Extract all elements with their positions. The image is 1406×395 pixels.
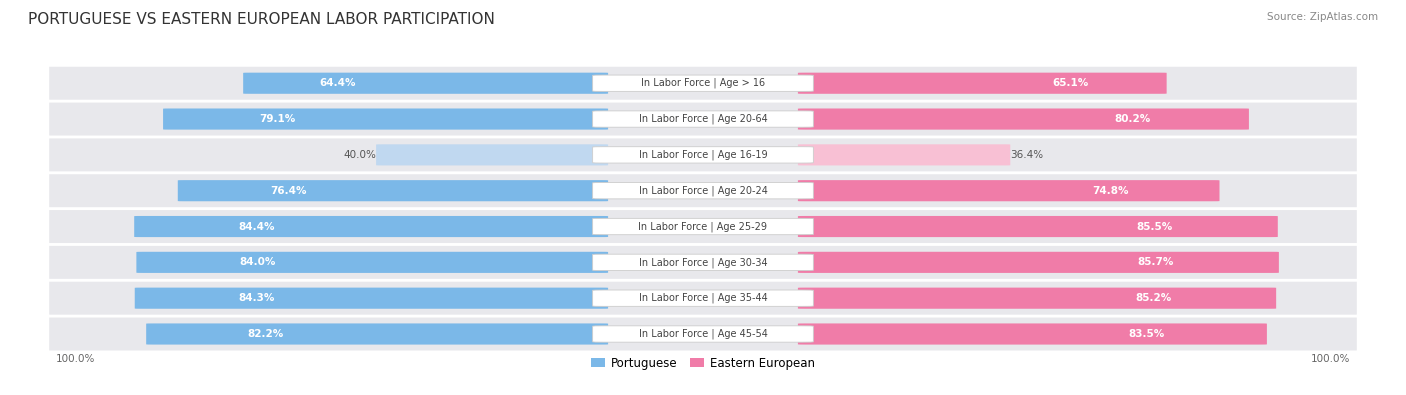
Text: 100.0%: 100.0% [56, 354, 96, 364]
FancyBboxPatch shape [49, 318, 1357, 350]
FancyBboxPatch shape [49, 210, 1357, 243]
Text: PORTUGUESE VS EASTERN EUROPEAN LABOR PARTICIPATION: PORTUGUESE VS EASTERN EUROPEAN LABOR PAR… [28, 12, 495, 27]
FancyBboxPatch shape [49, 174, 1357, 207]
FancyBboxPatch shape [592, 75, 813, 91]
Text: In Labor Force | Age 30-34: In Labor Force | Age 30-34 [638, 257, 768, 267]
Text: 40.0%: 40.0% [343, 150, 375, 160]
FancyBboxPatch shape [49, 67, 1357, 100]
FancyBboxPatch shape [375, 144, 609, 166]
Text: 36.4%: 36.4% [1011, 150, 1043, 160]
FancyBboxPatch shape [135, 288, 607, 309]
FancyBboxPatch shape [134, 216, 607, 237]
FancyBboxPatch shape [136, 252, 607, 273]
FancyBboxPatch shape [797, 216, 1278, 237]
Text: 74.8%: 74.8% [1092, 186, 1129, 196]
FancyBboxPatch shape [592, 182, 813, 199]
Text: In Labor Force | Age > 16: In Labor Force | Age > 16 [641, 78, 765, 88]
FancyBboxPatch shape [49, 282, 1357, 315]
FancyBboxPatch shape [592, 290, 813, 307]
FancyBboxPatch shape [797, 180, 1219, 201]
FancyBboxPatch shape [177, 180, 607, 201]
FancyBboxPatch shape [49, 246, 1357, 279]
FancyBboxPatch shape [243, 73, 607, 94]
Text: 84.4%: 84.4% [238, 222, 274, 231]
Text: 100.0%: 100.0% [1310, 354, 1350, 364]
Text: 85.5%: 85.5% [1136, 222, 1173, 231]
FancyBboxPatch shape [797, 144, 1011, 166]
Text: 76.4%: 76.4% [270, 186, 307, 196]
Text: In Labor Force | Age 25-29: In Labor Force | Age 25-29 [638, 221, 768, 232]
Text: 65.1%: 65.1% [1053, 78, 1090, 88]
Text: 64.4%: 64.4% [319, 78, 356, 88]
Text: In Labor Force | Age 20-64: In Labor Force | Age 20-64 [638, 114, 768, 124]
Legend: Portuguese, Eastern European: Portuguese, Eastern European [586, 352, 820, 374]
Text: 83.5%: 83.5% [1128, 329, 1164, 339]
Text: 85.7%: 85.7% [1137, 258, 1174, 267]
FancyBboxPatch shape [592, 111, 813, 127]
FancyBboxPatch shape [592, 218, 813, 235]
Text: In Labor Force | Age 35-44: In Labor Force | Age 35-44 [638, 293, 768, 303]
Text: 82.2%: 82.2% [247, 329, 283, 339]
Text: 80.2%: 80.2% [1115, 114, 1150, 124]
Text: In Labor Force | Age 16-19: In Labor Force | Age 16-19 [638, 150, 768, 160]
FancyBboxPatch shape [163, 109, 607, 130]
FancyBboxPatch shape [49, 103, 1357, 135]
FancyBboxPatch shape [797, 73, 1167, 94]
FancyBboxPatch shape [592, 326, 813, 342]
Text: 79.1%: 79.1% [260, 114, 297, 124]
FancyBboxPatch shape [49, 138, 1357, 171]
FancyBboxPatch shape [146, 324, 607, 344]
Text: 84.0%: 84.0% [239, 258, 276, 267]
FancyBboxPatch shape [797, 288, 1277, 309]
Text: In Labor Force | Age 20-24: In Labor Force | Age 20-24 [638, 185, 768, 196]
FancyBboxPatch shape [797, 109, 1249, 130]
Text: In Labor Force | Age 45-54: In Labor Force | Age 45-54 [638, 329, 768, 339]
FancyBboxPatch shape [797, 324, 1267, 344]
FancyBboxPatch shape [797, 252, 1279, 273]
Text: 85.2%: 85.2% [1135, 293, 1171, 303]
Text: Source: ZipAtlas.com: Source: ZipAtlas.com [1267, 12, 1378, 22]
FancyBboxPatch shape [592, 147, 813, 163]
FancyBboxPatch shape [592, 254, 813, 271]
Text: 84.3%: 84.3% [239, 293, 274, 303]
